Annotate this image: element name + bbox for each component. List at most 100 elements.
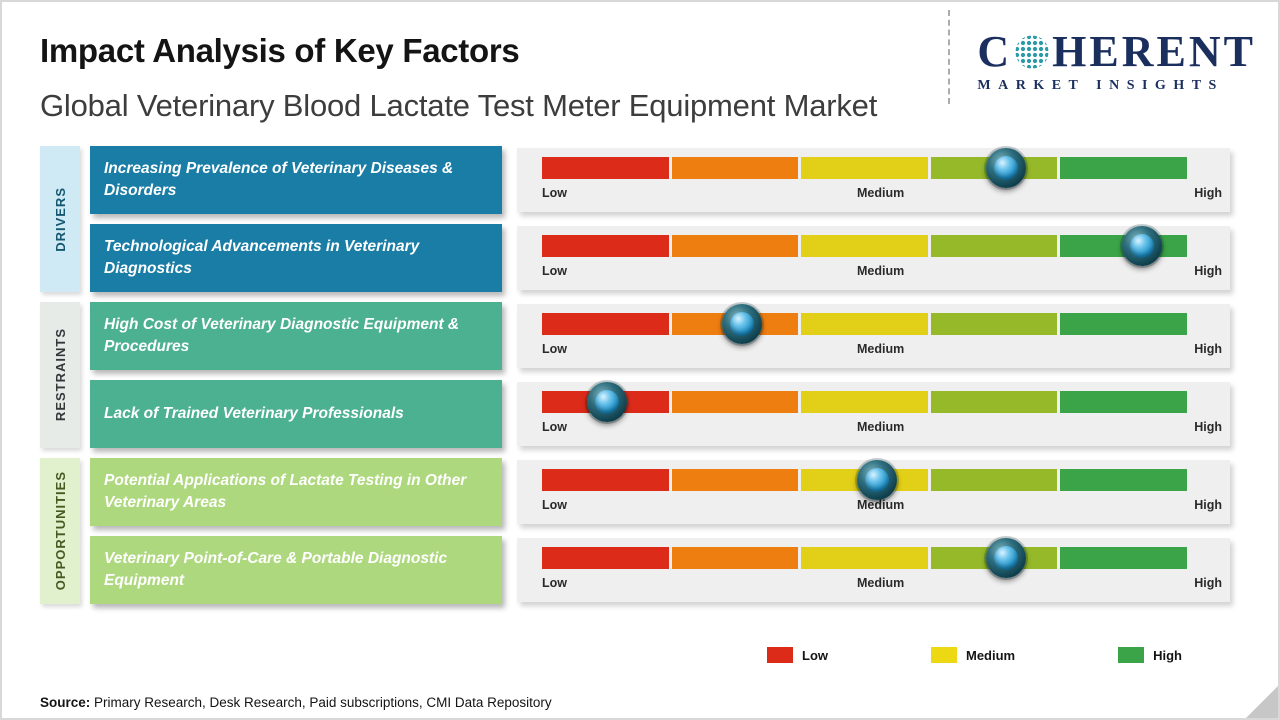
category-strip-opportunities: OPPORTUNITIES (40, 458, 80, 604)
legend-item-high: High (1118, 647, 1182, 663)
scale-segment (930, 235, 1058, 257)
category-strip-drivers: DRIVERS (40, 146, 80, 292)
scale-label-low: Low (542, 186, 567, 200)
scale-segment (801, 313, 928, 335)
scale-label-medium: Medium (856, 576, 905, 590)
scale-label-high: High (1194, 264, 1222, 278)
category-label-opportunities: OPPORTUNITIES (52, 471, 68, 591)
source-prefix: Source: (40, 695, 91, 710)
impact-marker-core (865, 468, 890, 492)
impact-marker (721, 304, 762, 344)
scale-segment (801, 235, 928, 257)
legend-label-medium: Medium (965, 647, 1016, 663)
scale-segment (1060, 157, 1187, 179)
impact-scale: Low Medium High (517, 148, 1230, 212)
legend-item-low: Low (767, 647, 828, 663)
scale-segment (930, 391, 1058, 413)
scale-segment (542, 313, 669, 335)
legend-swatch-low (767, 647, 793, 663)
factor-label: Veterinary Point-of-Care & Portable Diag… (104, 550, 448, 589)
scale-labels: Low Medium High (542, 576, 1222, 590)
page-title: Impact Analysis of Key Factors (40, 32, 520, 69)
impact-scale-track (542, 460, 1187, 500)
scale-labels: Low Medium High (542, 420, 1222, 434)
scale-segment (671, 391, 799, 413)
scale-segment (542, 235, 669, 257)
legend-label-high: High (1153, 647, 1182, 663)
brand-logo-wordmark: C HERENT (977, 30, 1256, 74)
category-label-restraints: RESTRAINTS (52, 328, 68, 422)
logo-globe-icon (1015, 35, 1049, 69)
factor-label-box: High Cost of Veterinary Diagnostic Equip… (90, 302, 502, 370)
impact-scale: Low Medium High (517, 304, 1230, 368)
impact-marker-core (994, 546, 1019, 570)
legend-item-medium: Medium (930, 647, 1016, 663)
impact-scale-track (542, 382, 1187, 422)
factor-label-box: Technological Advancements in Veterinary… (90, 224, 502, 292)
scale-label-medium: Medium (856, 342, 905, 356)
scale-labels: Low Medium High (542, 264, 1222, 278)
scale-labels: Low Medium High (542, 498, 1222, 512)
scale-segment (930, 313, 1058, 335)
impact-scale-track (542, 304, 1187, 344)
scale-segment (671, 157, 799, 179)
scale-label-high: High (1194, 498, 1222, 512)
scale-segment (1060, 469, 1187, 491)
scale-label-high: High (1194, 576, 1222, 590)
category-label-drivers: DRIVERS (52, 186, 68, 252)
scale-segment (542, 547, 669, 569)
legend-label-low: Low (802, 647, 828, 663)
scale-segment (1060, 547, 1187, 569)
impact-scale-track (542, 148, 1187, 188)
impact-scale: Low Medium High (517, 382, 1230, 446)
legend-swatch-high (1118, 647, 1145, 663)
legend: Low Medium High (767, 647, 1182, 663)
scale-segment (801, 157, 928, 179)
dashed-divider (948, 10, 950, 104)
scale-segment (930, 469, 1058, 491)
impact-scale-track (542, 226, 1187, 266)
scale-labels: Low Medium High (542, 186, 1222, 200)
scale-segment (801, 391, 928, 413)
page-subtitle: Global Veterinary Blood Lactate Test Met… (40, 88, 878, 123)
scale-label-low: Low (542, 342, 567, 356)
scale-segment (801, 547, 928, 569)
scale-label-high: High (1194, 342, 1222, 356)
scale-label-low: Low (542, 420, 567, 434)
impact-scale: Low Medium High (517, 226, 1230, 290)
brand-logo-subtitle: MARKET INSIGHTS (977, 78, 1224, 93)
impact-scale-track (542, 538, 1187, 578)
factor-label: Technological Advancements in Veterinary… (104, 238, 420, 277)
scale-label-low: Low (542, 264, 567, 278)
scale-label-medium: Medium (856, 264, 905, 278)
corner-decoration (1246, 686, 1278, 718)
source-text: Primary Research, Desk Research, Paid su… (90, 695, 552, 710)
scale-segment (1060, 313, 1187, 335)
factor-label: High Cost of Veterinary Diagnostic Equip… (104, 316, 460, 355)
factor-label-box: Potential Applications of Lactate Testin… (90, 458, 502, 526)
legend-swatch-medium (930, 647, 957, 663)
scale-segment (671, 547, 799, 569)
impact-marker-core (594, 390, 619, 414)
impact-scale: Low Medium High (517, 538, 1230, 602)
scale-label-medium: Medium (856, 498, 905, 512)
factor-label: Potential Applications of Lactate Testin… (104, 472, 467, 511)
factor-label: Increasing Prevalence of Veterinary Dise… (104, 160, 454, 199)
scale-segment (542, 469, 669, 491)
logo-letter-c: C (977, 27, 1013, 76)
factor-label-box: Increasing Prevalence of Veterinary Dise… (90, 146, 502, 214)
impact-marker (1121, 226, 1162, 266)
scale-segment (1060, 391, 1187, 413)
scale-labels: Low Medium High (542, 342, 1222, 356)
factor-label-box: Veterinary Point-of-Care & Portable Diag… (90, 536, 502, 604)
scale-label-low: Low (542, 576, 567, 590)
category-strip-restraints: RESTRAINTS (40, 302, 80, 448)
impact-marker-core (1129, 234, 1154, 258)
logo-letters-rest: HERENT (1052, 27, 1256, 76)
source-note: Source: Primary Research, Desk Research,… (40, 695, 552, 710)
impact-marker (986, 538, 1027, 578)
scale-label-high: High (1194, 420, 1222, 434)
impact-marker (857, 460, 898, 500)
scale-label-medium: Medium (856, 186, 905, 200)
